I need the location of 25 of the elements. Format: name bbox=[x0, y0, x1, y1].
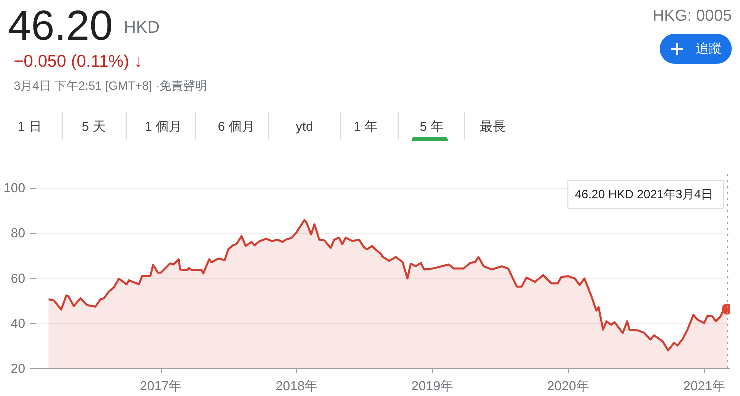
x-tick-label: 2017年 bbox=[140, 378, 182, 394]
x-tick-label: 2019年 bbox=[412, 378, 454, 394]
text: 1 年 bbox=[354, 118, 378, 136]
chart-title: 46.20 bbox=[8, 2, 114, 49]
ref-line-label: 46.20 HKD 2021年3月4日 bbox=[575, 188, 714, 202]
text: 1 個月 bbox=[145, 118, 182, 136]
text: 3月4日 下午2:51 [GMT+8] ·免責聲明 bbox=[14, 78, 208, 95]
text: HKG: 0005 bbox=[652, 7, 732, 27]
x-tick-label: 2021年 bbox=[684, 378, 726, 394]
text: −0.050 (0.11%) ↓ bbox=[14, 51, 143, 73]
chart-subtitle: HKD bbox=[124, 17, 160, 39]
y-tick-label: 100 bbox=[4, 180, 26, 196]
text: 5 天 bbox=[82, 118, 106, 136]
text: 追蹤 bbox=[696, 40, 722, 58]
text: ytd bbox=[296, 118, 314, 136]
text: 5 年 bbox=[420, 118, 444, 136]
x-tick-label: 2020年 bbox=[547, 378, 590, 394]
y-tick-label: 60 bbox=[11, 270, 26, 286]
y-tick-label: 80 bbox=[11, 226, 26, 241]
text: 1 日 bbox=[18, 118, 42, 136]
text: 6 個月 bbox=[218, 118, 255, 136]
text: 最長 bbox=[480, 118, 506, 136]
y-tick-label: 40 bbox=[11, 316, 26, 331]
x-tick-label: 2018年 bbox=[276, 378, 318, 394]
y-tick-label: 20 bbox=[11, 361, 26, 376]
